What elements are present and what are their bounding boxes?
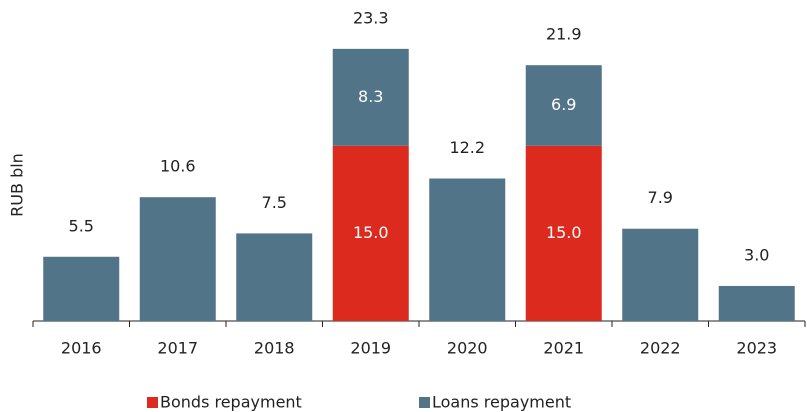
segment-label: 15.0 <box>353 223 389 242</box>
total-label: 23.3 <box>353 8 389 27</box>
x-tick-label: 2022 <box>640 339 681 358</box>
total-label: 21.9 <box>546 25 582 44</box>
y-axis-label: RUB bln <box>8 153 27 217</box>
x-tick-label: 2016 <box>61 339 102 358</box>
x-tick-label: 2020 <box>447 339 488 358</box>
segment-label: 6.9 <box>551 95 576 114</box>
x-tick-label: 2019 <box>350 339 391 358</box>
segment-label: 15.0 <box>546 223 582 242</box>
x-tick-label: 2018 <box>254 339 295 358</box>
bar-segment <box>525 65 602 146</box>
total-label: 10.6 <box>160 157 196 176</box>
total-label: 12.2 <box>449 138 485 157</box>
total-label: 5.5 <box>69 216 94 235</box>
x-tick-label: 2021 <box>543 339 584 358</box>
x-tick-label: 2017 <box>157 339 198 358</box>
bar-segment <box>236 233 313 321</box>
bar-segment <box>525 145 602 321</box>
bar-segment <box>622 228 699 321</box>
legend-swatch <box>419 397 430 408</box>
bar-segment <box>332 145 409 321</box>
total-label: 3.0 <box>744 245 769 264</box>
total-label: 7.9 <box>648 188 673 207</box>
bar-segment <box>139 197 216 321</box>
x-tick-label: 2023 <box>736 339 777 358</box>
bar-segment <box>429 178 506 321</box>
legend-label: Loans repayment <box>432 393 571 412</box>
bar-segment <box>332 48 409 146</box>
legend-label: Bonds repayment <box>160 393 302 412</box>
legend-swatch <box>147 397 158 408</box>
bar-segment <box>43 256 120 321</box>
bar-segment <box>718 285 795 321</box>
total-label: 7.5 <box>262 193 287 212</box>
segment-label: 8.3 <box>358 87 383 106</box>
